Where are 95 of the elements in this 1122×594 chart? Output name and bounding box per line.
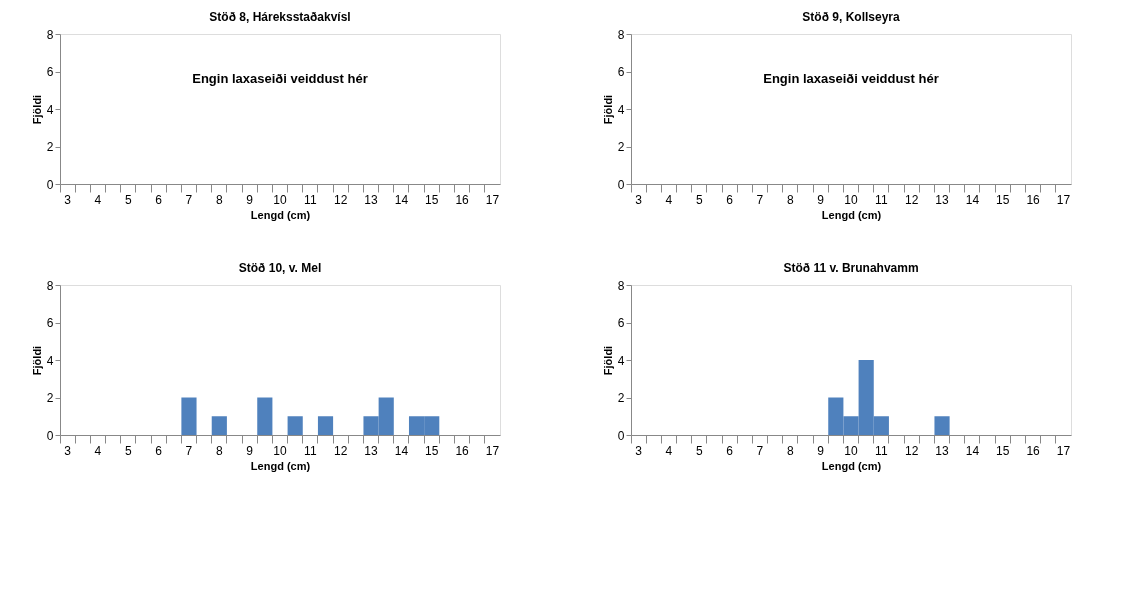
- x-tick-label: 15: [425, 192, 439, 207]
- x-tick-label: 7: [756, 443, 764, 458]
- annotation: Engin laxaseiði veiddust hér: [192, 71, 368, 86]
- x-tick-label: 6: [726, 443, 734, 458]
- x-tick-label: 11: [875, 443, 888, 458]
- x-tick-label: 5: [695, 443, 703, 458]
- y-tick-label: 2: [46, 391, 54, 405]
- chart-title: Stöð 10, v. Mel: [238, 261, 322, 275]
- y-axis-title: Fjöldi: [601, 345, 614, 376]
- x-axis-title: Lengd (cm): [250, 208, 311, 221]
- x-tick-label: 10: [273, 443, 287, 458]
- x-tick-label: 17: [1056, 192, 1071, 207]
- x-axis-title: Lengd (cm): [250, 459, 311, 472]
- y-tick-label: 2: [46, 140, 54, 154]
- x-tick-label: 3: [635, 443, 643, 458]
- y-tick-label: 6: [46, 65, 54, 79]
- y-tick-label: 8: [617, 278, 625, 293]
- x-tick-label: 4: [94, 443, 102, 458]
- x-tick-label: 3: [64, 192, 72, 207]
- y-tick-label: 8: [617, 27, 625, 42]
- y-tick-label: 0: [46, 177, 54, 192]
- x-tick-label: 11: [304, 443, 317, 458]
- y-tick-label: 0: [46, 428, 54, 443]
- x-tick-label: 9: [817, 192, 825, 207]
- y-tick-label: 2: [617, 140, 625, 154]
- y-tick-label: 6: [46, 316, 54, 330]
- x-tick-label: 17: [1056, 443, 1071, 458]
- x-tick-label: 4: [94, 192, 102, 207]
- x-tick-label: 7: [185, 192, 193, 207]
- x-tick-label: 3: [635, 192, 643, 207]
- chart-title: Stöð 9, Kollseyra: [802, 10, 900, 24]
- y-tick-label: 6: [617, 316, 625, 330]
- y-tick-label: 4: [617, 353, 625, 368]
- y-tick-label: 8: [46, 27, 54, 42]
- x-tick-label: 11: [875, 192, 888, 207]
- x-tick-label: 9: [246, 443, 254, 458]
- chart-title: Stöð 8, Háreksstaðakvísl: [209, 10, 351, 24]
- x-tick-label: 4: [665, 192, 673, 207]
- x-tick-label: 16: [455, 192, 470, 207]
- x-tick-label: 3: [64, 443, 72, 458]
- y-axis-title: Fjöldi: [601, 94, 614, 125]
- x-tick-label: 13: [935, 192, 950, 207]
- x-tick-label: 4: [665, 443, 673, 458]
- x-tick-label: 17: [485, 192, 500, 207]
- y-axis-title: Fjöldi: [30, 94, 43, 125]
- x-tick-label: 8: [215, 192, 223, 207]
- x-tick-label: 15: [425, 443, 439, 458]
- x-tick-label: 9: [246, 192, 254, 207]
- x-tick-label: 12: [905, 443, 919, 458]
- y-tick-label: 0: [617, 428, 625, 443]
- x-tick-label: 6: [155, 443, 163, 458]
- x-tick-label: 14: [965, 443, 980, 458]
- x-tick-label: 13: [364, 443, 379, 458]
- x-tick-label: 12: [905, 192, 919, 207]
- bar: [934, 416, 950, 435]
- x-tick-label: 14: [394, 443, 409, 458]
- x-tick-label: 10: [273, 192, 287, 207]
- x-tick-label: 17: [485, 443, 500, 458]
- x-tick-label: 8: [786, 192, 794, 207]
- x-tick-label: 9: [817, 443, 825, 458]
- x-tick-label: 14: [394, 192, 409, 207]
- x-axis-title: Lengd (cm): [821, 459, 882, 472]
- annotation: Engin laxaseiði veiddust hér: [763, 71, 939, 86]
- x-tick-label: 8: [215, 443, 223, 458]
- y-tick-label: 0: [617, 177, 625, 192]
- x-tick-label: 14: [965, 192, 980, 207]
- x-tick-label: 15: [996, 443, 1010, 458]
- x-axis-title: Lengd (cm): [821, 208, 882, 221]
- x-tick-label: 11: [304, 192, 317, 207]
- x-tick-label: 15: [996, 192, 1010, 207]
- x-tick-label: 7: [756, 192, 764, 207]
- x-tick-label: 6: [155, 192, 163, 207]
- x-tick-label: 16: [455, 443, 470, 458]
- x-tick-label: 5: [124, 192, 132, 207]
- y-tick-label: 4: [46, 102, 54, 117]
- x-tick-label: 12: [334, 443, 348, 458]
- x-tick-label: 5: [695, 192, 703, 207]
- y-tick-label: 4: [46, 353, 54, 368]
- x-tick-label: 10: [844, 443, 858, 458]
- x-tick-label: 12: [334, 192, 348, 207]
- x-tick-label: 6: [726, 192, 734, 207]
- x-tick-label: 7: [185, 443, 193, 458]
- x-tick-label: 5: [124, 443, 132, 458]
- x-tick-label: 13: [364, 192, 379, 207]
- y-tick-label: 8: [46, 278, 54, 293]
- y-tick-label: 2: [617, 391, 625, 405]
- x-tick-label: 8: [786, 443, 794, 458]
- x-tick-label: 13: [935, 443, 950, 458]
- y-axis-title: Fjöldi: [30, 345, 43, 376]
- x-tick-label: 10: [844, 192, 858, 207]
- chart-title: Stöð 11 v. Brunahvamm: [783, 261, 919, 275]
- y-tick-label: 4: [617, 102, 625, 117]
- x-tick-label: 16: [1026, 192, 1041, 207]
- x-tick-label: 16: [1026, 443, 1041, 458]
- y-tick-label: 6: [617, 65, 625, 79]
